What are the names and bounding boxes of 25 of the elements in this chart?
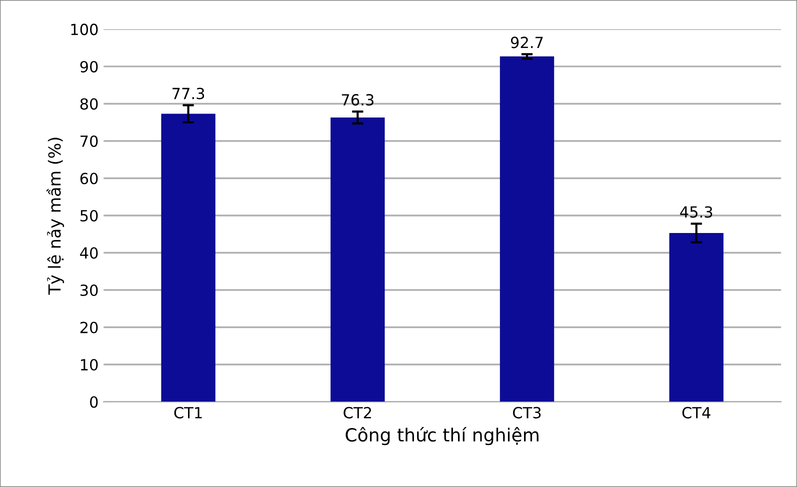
y-tick-label: 20: [80, 322, 98, 334]
y-tick-label: 30: [80, 284, 98, 296]
y-tick-label: 50: [80, 210, 98, 222]
data-label: 77.3: [172, 88, 204, 100]
x-tick-label: CT4: [682, 406, 710, 418]
x-tick-label: CT1: [174, 406, 202, 418]
y-tick-label: 40: [80, 247, 98, 259]
y-tick-label: 100: [71, 24, 98, 36]
data-label: 92.7: [510, 36, 543, 48]
bar: [330, 118, 385, 402]
bar: [500, 56, 554, 402]
x-axis-title: Công thức thí nghiệm: [346, 426, 538, 446]
bar: [161, 114, 216, 402]
x-tick-label: CT2: [344, 406, 371, 418]
y-tick-label: 70: [80, 135, 98, 148]
y-tick-label: 60: [80, 172, 98, 184]
y-tick-label: 80: [80, 98, 98, 110]
data-label: 76.3: [342, 94, 374, 106]
y-tick-label: 90: [80, 60, 98, 72]
data-label: 45.3: [680, 206, 712, 218]
y-tick-label: 0: [90, 396, 98, 408]
bar: [669, 233, 724, 402]
y-tick-label: 10: [80, 358, 98, 371]
y-axis-title: Tỷ lệ nảy mầm (%): [46, 138, 64, 295]
x-tick-label: CT3: [513, 406, 541, 418]
